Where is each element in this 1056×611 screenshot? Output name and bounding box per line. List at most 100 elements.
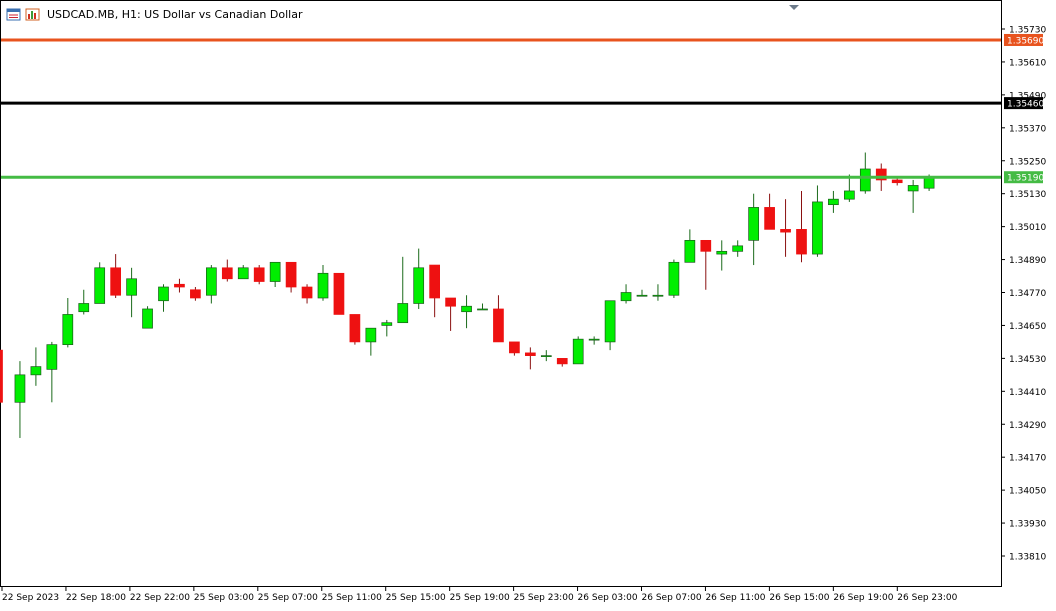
candle xyxy=(509,341,520,356)
candle-body-bear xyxy=(524,352,536,356)
candle xyxy=(780,199,791,257)
candle xyxy=(174,278,185,293)
candle xyxy=(142,306,153,329)
price-tick-label: 1.35610 xyxy=(1009,58,1046,68)
candle xyxy=(524,347,536,370)
candle xyxy=(540,350,552,362)
candle xyxy=(365,327,377,356)
candle xyxy=(572,336,584,365)
candle xyxy=(30,347,42,386)
candle xyxy=(413,248,425,309)
candle xyxy=(126,267,137,318)
candle-body-bull xyxy=(907,185,919,192)
candle xyxy=(397,256,409,324)
candle-body-bull xyxy=(652,294,664,297)
candle-body-bull xyxy=(365,327,377,343)
candle-body-bull xyxy=(477,308,488,311)
plot-frame xyxy=(0,0,1002,587)
candle xyxy=(206,265,217,304)
candle-body-bull xyxy=(269,261,281,282)
candle-body-bull xyxy=(636,294,648,297)
candle xyxy=(94,262,106,304)
candle-body-bear xyxy=(764,207,775,230)
candle-body-bull xyxy=(732,245,744,252)
candle-body-bear xyxy=(509,341,520,354)
candle-body-bear xyxy=(221,267,233,280)
candle xyxy=(636,289,648,297)
price-tick-label: 1.35130 xyxy=(1009,190,1046,200)
candle-body-bear xyxy=(891,179,903,184)
candles xyxy=(0,152,935,438)
candle xyxy=(668,259,680,298)
price-tick-label: 1.34890 xyxy=(1009,256,1046,266)
candle xyxy=(46,341,58,403)
time-tick-label: 22 Sep 18:00 xyxy=(66,593,126,603)
candle-body-bear xyxy=(253,267,265,282)
chart-bars-icon xyxy=(25,8,40,21)
candle-body-bull xyxy=(46,344,58,370)
candle-body-bull xyxy=(317,272,329,299)
candle-body-bull xyxy=(126,278,137,296)
candle xyxy=(684,229,696,263)
time-tick-label: 25 Sep 19:00 xyxy=(450,593,510,603)
time-tick-label: 26 Sep 03:00 xyxy=(578,593,638,603)
candle-body-bull xyxy=(206,267,217,296)
candle-body-bull xyxy=(78,303,90,313)
candle xyxy=(764,193,775,230)
candle xyxy=(748,193,760,266)
candle-body-bull xyxy=(572,338,584,365)
candle-body-bear xyxy=(285,261,297,288)
candle xyxy=(333,272,345,315)
candle-body-bull xyxy=(716,250,728,255)
candle xyxy=(843,174,855,202)
time-tick-label: 26 Sep 11:00 xyxy=(705,593,765,603)
time-tick-label: 26 Sep 07:00 xyxy=(642,593,702,603)
candle-body-bull xyxy=(540,355,552,357)
time-tick-label: 25 Sep 23:00 xyxy=(514,593,574,603)
candle xyxy=(604,300,616,351)
level-price-label: 1.35460 xyxy=(1007,100,1044,110)
candle-body-bear xyxy=(796,229,807,255)
candle xyxy=(269,261,281,288)
candle xyxy=(190,287,201,301)
candle-body-bear xyxy=(301,286,313,299)
candle xyxy=(158,284,169,312)
candle-body-bear xyxy=(700,239,712,252)
price-tick-label: 1.35490 xyxy=(1009,91,1046,101)
candle xyxy=(556,358,568,367)
candle xyxy=(429,264,440,318)
price-tick-label: 1.34170 xyxy=(1009,454,1046,464)
candle xyxy=(285,261,297,293)
candle xyxy=(349,314,361,345)
price-tick-label: 1.33810 xyxy=(1009,553,1046,563)
candle xyxy=(221,259,233,282)
level-price-label: 1.35190 xyxy=(1007,174,1044,184)
candle xyxy=(461,295,472,329)
candle-body-bull xyxy=(923,176,935,189)
price-axis: 1.35730 1.35610 1.35490 1.35370 1.35250 1.351… xyxy=(1001,26,1046,563)
candle-body-bull xyxy=(30,366,42,376)
candle-body-bear xyxy=(429,264,440,299)
time-tick-label: 25 Sep 07:00 xyxy=(258,593,318,603)
horizontal-levels[interactable]: 1.35690 1.35460 1.35190 xyxy=(1,33,1044,184)
candle-body-bull xyxy=(859,168,871,192)
level-price-tag-black xyxy=(1004,97,1043,110)
candle-body-bear xyxy=(349,314,361,343)
time-tick-label: 25 Sep 15:00 xyxy=(386,593,446,603)
candle-body-bull xyxy=(588,338,600,341)
candle xyxy=(812,185,823,257)
candle-body-bull xyxy=(158,286,169,302)
level-price-label: 1.35690 xyxy=(1007,36,1044,46)
level-price-tag-green xyxy=(1004,171,1043,184)
candle xyxy=(62,297,74,348)
price-tick-label: 1.35010 xyxy=(1009,223,1046,233)
chart-shift-marker-icon[interactable] xyxy=(789,5,799,10)
candle xyxy=(381,319,393,337)
candle-body-bull xyxy=(604,300,616,343)
candle-body-bear xyxy=(0,349,3,403)
candle-body-bear xyxy=(174,283,185,288)
chart-window-icon xyxy=(6,8,21,21)
price-tick-label: 1.35730 xyxy=(1009,26,1046,36)
